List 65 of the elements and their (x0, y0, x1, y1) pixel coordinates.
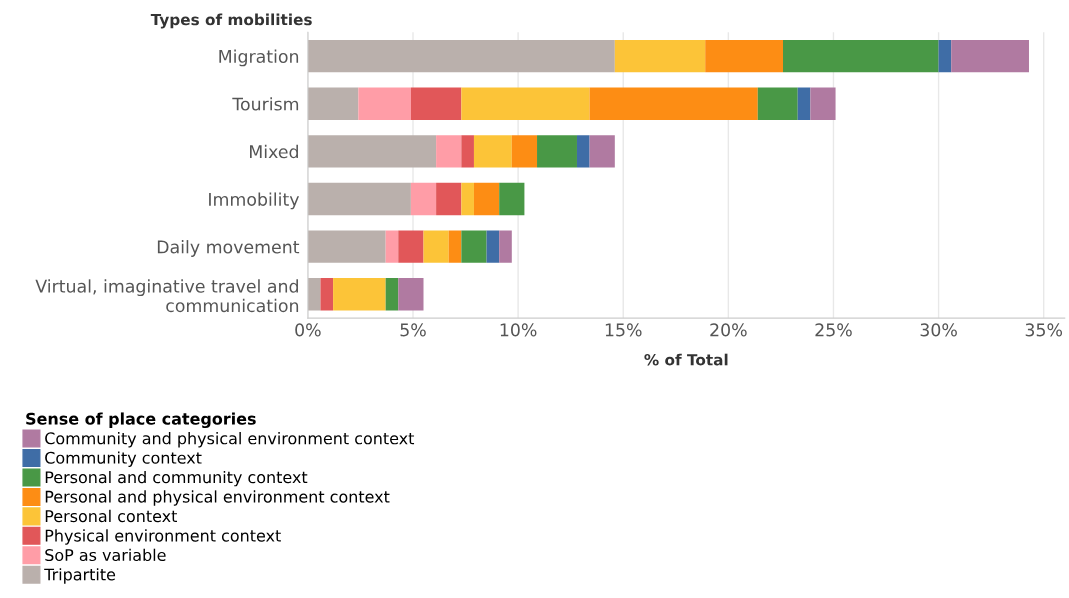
legend-label: Personal and community context (45, 470, 308, 487)
bar (410, 182, 437, 216)
bar (576, 135, 590, 168)
bar (461, 87, 590, 120)
bar (511, 135, 538, 168)
bar (614, 39, 706, 73)
bar (757, 87, 798, 120)
legend-label: Personal context (45, 509, 178, 523)
x-axis-title: % of Total (644, 353, 728, 366)
bar (461, 230, 487, 263)
bar (705, 39, 784, 73)
y-tick-label: Daily movement (157, 240, 300, 257)
y-tick-label: Tourism (232, 97, 299, 111)
bar (537, 135, 577, 168)
x-tick-label: 25% (815, 323, 852, 337)
x-tick-label: 20% (710, 323, 747, 337)
bar (448, 230, 462, 263)
bar (499, 230, 512, 263)
legend-label: Physical environment context (45, 529, 281, 545)
x-tick-label: 5% (400, 323, 426, 337)
x-tick-label: 35% (1025, 323, 1063, 337)
bar (461, 135, 474, 168)
bar (307, 39, 615, 73)
bar (797, 87, 811, 120)
bar (307, 87, 359, 120)
y-tick-label: Migration (219, 49, 299, 67)
bar (410, 87, 462, 120)
bar (951, 39, 1029, 73)
y-tick-label: Virtual, imaginative travel and communication (35, 279, 299, 313)
bar (589, 87, 758, 120)
bar (385, 278, 399, 311)
bar (307, 230, 386, 263)
x-tick-label: 10% (500, 323, 537, 337)
bar (473, 182, 500, 216)
x-tick-label: 0% (295, 323, 321, 337)
bar (398, 278, 424, 311)
y-axis-title: Types of mobilities (150, 13, 312, 29)
legend-label: SoP as variable (45, 548, 166, 562)
bar (307, 182, 411, 216)
bar (307, 135, 437, 168)
bar (423, 230, 449, 263)
legend-label: Community context (45, 451, 202, 467)
bar (333, 278, 386, 311)
bar (320, 278, 334, 311)
bar (473, 135, 512, 168)
bar (499, 182, 525, 216)
bar (385, 230, 399, 263)
legend-label: Personal and physical environment context (45, 490, 390, 506)
bar (938, 39, 952, 73)
y-tick-label: Immobility (209, 192, 300, 210)
bar (810, 87, 836, 120)
bar (461, 182, 474, 216)
legend-label: Tripartite (44, 568, 116, 584)
bar (589, 135, 615, 168)
bar (436, 182, 462, 216)
y-tick-label: Mixed (250, 144, 298, 159)
bar (398, 230, 424, 263)
legend-title: Sense of place categories (26, 412, 256, 429)
bar (436, 135, 462, 168)
bar (486, 230, 500, 263)
bar (358, 87, 411, 120)
bar (783, 39, 939, 73)
x-tick-label: 15% (605, 323, 642, 337)
x-tick-label: 30% (920, 323, 957, 337)
legend-label: Community and physical environment context (45, 432, 415, 448)
